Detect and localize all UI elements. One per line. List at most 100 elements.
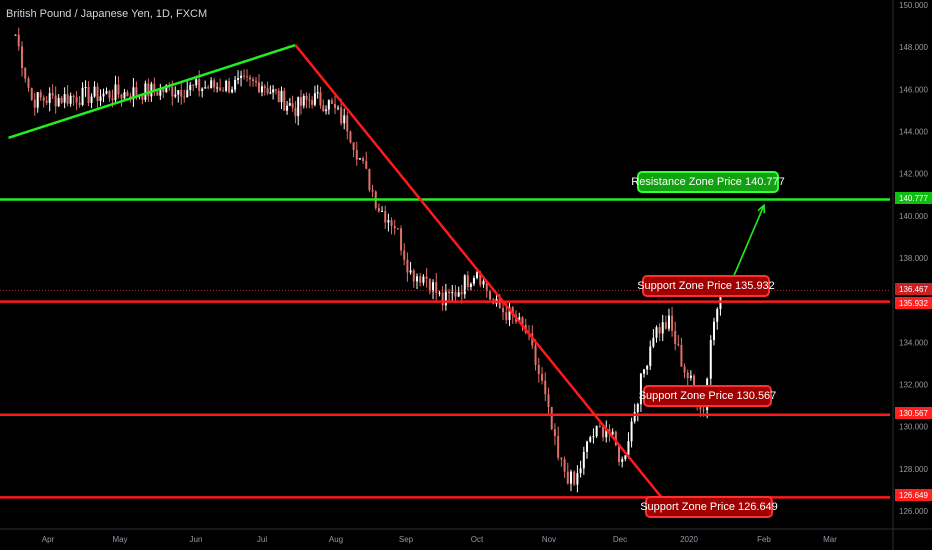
candle-body bbox=[222, 90, 225, 92]
candle-body bbox=[550, 406, 553, 430]
y-tick-label: 148.000 bbox=[899, 43, 928, 52]
candle-body bbox=[42, 97, 45, 101]
candle-body bbox=[48, 93, 51, 103]
y-tick-label: 128.000 bbox=[899, 465, 928, 474]
red-downtrend-line bbox=[294, 44, 664, 500]
candle-body bbox=[534, 345, 537, 366]
candle-body bbox=[352, 142, 355, 150]
candle-body bbox=[69, 95, 72, 104]
candle-body bbox=[123, 92, 126, 99]
candle-body bbox=[630, 421, 633, 442]
candle-body bbox=[147, 83, 150, 97]
candle-body bbox=[582, 451, 585, 469]
candle-body bbox=[159, 88, 162, 96]
candle-body bbox=[297, 97, 300, 117]
candle-body bbox=[387, 220, 390, 223]
candle-body bbox=[652, 337, 655, 347]
candle-body bbox=[299, 97, 302, 106]
candle-body bbox=[311, 100, 314, 105]
price-tag-support-126: 126.649 bbox=[895, 489, 932, 501]
green-uptrend-line bbox=[8, 43, 296, 140]
candle-body bbox=[120, 94, 123, 99]
candle-body bbox=[671, 315, 674, 331]
candle-body bbox=[661, 322, 664, 334]
candle-body bbox=[84, 87, 87, 89]
candle-body bbox=[419, 276, 422, 283]
candle-body bbox=[611, 431, 614, 435]
candle-body bbox=[57, 97, 60, 107]
candle-body bbox=[153, 83, 156, 92]
candle-body bbox=[228, 81, 231, 93]
candle-body bbox=[358, 158, 361, 160]
candle-body bbox=[316, 92, 319, 94]
candle-body bbox=[498, 298, 501, 309]
candle-body bbox=[365, 161, 368, 169]
candle-body bbox=[384, 210, 387, 223]
candle-body bbox=[141, 94, 144, 100]
x-tick-label: Apr bbox=[42, 535, 55, 544]
candle-body bbox=[171, 86, 174, 97]
candle-body bbox=[719, 289, 722, 310]
candle-body bbox=[234, 79, 237, 90]
candle-body bbox=[330, 100, 333, 104]
candle-body bbox=[643, 369, 646, 374]
y-tick-label: 132.000 bbox=[899, 381, 928, 390]
candle-body bbox=[183, 96, 186, 98]
candle-body bbox=[709, 339, 712, 379]
support-label-126: Support Zone Price 126.649 bbox=[640, 496, 778, 518]
x-tick-label: Oct bbox=[471, 535, 484, 544]
candle-body bbox=[463, 275, 466, 295]
candle-body bbox=[415, 276, 418, 282]
candle-body bbox=[327, 100, 330, 110]
candle-body bbox=[198, 79, 201, 91]
candle-body bbox=[340, 107, 343, 124]
x-tick-label: Mar bbox=[823, 535, 837, 544]
candle-body bbox=[325, 109, 328, 112]
candle-body bbox=[460, 292, 463, 295]
candle-body bbox=[537, 365, 540, 375]
candle-body bbox=[390, 220, 393, 227]
candle-body bbox=[150, 83, 153, 97]
candle-body bbox=[246, 76, 249, 78]
candle-body bbox=[192, 84, 195, 86]
candle-body bbox=[174, 94, 177, 97]
x-tick-label: 2020 bbox=[680, 535, 698, 544]
candle-body bbox=[425, 276, 428, 279]
candle-body bbox=[614, 431, 617, 446]
price-tag-support-135: 135.932 bbox=[895, 297, 932, 309]
candle-body bbox=[261, 86, 263, 93]
candle-body bbox=[36, 92, 39, 108]
candle-body bbox=[237, 77, 240, 80]
candle-body bbox=[482, 280, 485, 285]
candle-body bbox=[280, 90, 283, 103]
candle-body bbox=[566, 471, 569, 484]
candle-body bbox=[713, 321, 715, 340]
candle-body bbox=[428, 278, 431, 292]
candle-body bbox=[377, 207, 380, 212]
x-tick-label: Nov bbox=[542, 535, 556, 544]
candle-body bbox=[180, 90, 183, 97]
candle-body bbox=[63, 94, 66, 103]
candle-body bbox=[667, 315, 670, 329]
candle-body bbox=[444, 291, 447, 306]
candle-body bbox=[602, 426, 605, 438]
candle-body bbox=[126, 92, 129, 97]
candle-body bbox=[412, 270, 415, 282]
candle-body bbox=[508, 307, 511, 321]
candle-body bbox=[435, 282, 438, 294]
candle-body bbox=[75, 97, 78, 103]
candle-body bbox=[573, 471, 576, 485]
price-tag-last: 136.467 bbox=[895, 283, 932, 295]
candle-body bbox=[393, 226, 396, 229]
candle-body bbox=[337, 107, 340, 109]
candle-body bbox=[502, 308, 505, 313]
candle-body bbox=[102, 93, 105, 97]
price-tag-resistance: 140.777 bbox=[895, 192, 932, 204]
candle-body bbox=[111, 98, 114, 101]
candle-body bbox=[346, 115, 349, 132]
candle-body bbox=[371, 190, 374, 192]
candle-body bbox=[207, 87, 210, 89]
candle-body bbox=[302, 95, 305, 106]
